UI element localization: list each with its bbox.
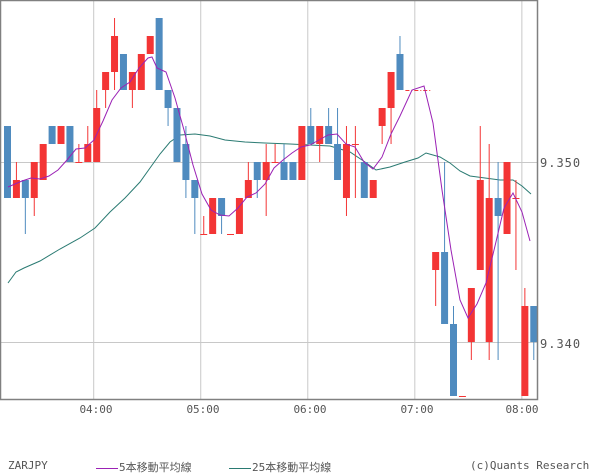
candle-body: [4, 126, 11, 198]
candle-body: [164, 90, 172, 108]
candle-body: [111, 36, 119, 72]
x-tick-0400: 04:00: [79, 403, 113, 416]
candle-body: [262, 162, 270, 180]
candle-body: [360, 162, 368, 198]
copyright-label: (c)Quants Research: [470, 459, 590, 472]
candle-body: [441, 252, 449, 324]
legend-ma5: 5本移動平均線: [96, 459, 192, 475]
candle-body: [530, 306, 538, 342]
candle-body: [450, 324, 457, 396]
candle-body: [39, 144, 47, 180]
candle-body: [289, 162, 297, 180]
candle-body: [396, 54, 404, 90]
candle-body: [173, 108, 181, 162]
candle-body: [298, 126, 306, 180]
legend-ma25: 25本移動平均線: [229, 459, 331, 475]
candle-body: [369, 180, 377, 198]
plot-border: [0, 0, 539, 401]
candle-body: [334, 144, 342, 180]
candle-body: [235, 198, 243, 234]
candle-body: [155, 18, 163, 90]
ma25-line: [7, 133, 532, 284]
candle-body: [191, 180, 199, 198]
candle-body: [84, 144, 92, 162]
candle-body: [137, 54, 145, 90]
candle-body: [378, 108, 386, 126]
candle-body: [387, 72, 395, 108]
candle-body: [244, 180, 252, 198]
candle-body: [21, 180, 29, 198]
candle-body: [432, 252, 440, 270]
ma25-swatch-icon: [229, 467, 251, 469]
ma5-swatch-icon: [96, 467, 118, 469]
candle-body: [253, 162, 261, 180]
x-tick-0700: 07:00: [400, 403, 434, 416]
y-tick-9350: 9.350: [540, 156, 582, 170]
candle-body: [102, 72, 110, 90]
x-tick-0800: 08:00: [505, 403, 539, 416]
candle-body: [342, 144, 350, 198]
candle-body: [316, 126, 324, 144]
candle-body: [182, 144, 190, 180]
candle-body: [30, 162, 38, 198]
candle-body: [494, 198, 502, 216]
x-tick-0600: 06:00: [293, 403, 327, 416]
candle-body: [218, 198, 226, 216]
ma5-line: [7, 56, 531, 320]
candle-body: [57, 126, 65, 144]
candle-body: [467, 288, 475, 342]
candle-body: [12, 180, 20, 198]
candle-body: [209, 198, 217, 234]
candle-body: [119, 54, 127, 90]
candle-body: [521, 306, 529, 396]
legend-ma25-label: 25本移動平均線: [252, 461, 332, 474]
y-tick-9340: 9.340: [540, 337, 582, 351]
candle-body: [476, 180, 484, 270]
candle-body: [503, 162, 511, 234]
x-tick-0500: 05:00: [186, 403, 220, 416]
candle-body: [307, 126, 315, 144]
legend-ma5-label: 5本移動平均線: [119, 461, 192, 474]
symbol-label: ZARJPY: [8, 459, 48, 472]
candle-body: [128, 72, 136, 90]
candle-body: [66, 126, 74, 162]
candle-body: [48, 126, 56, 144]
candle-body: [146, 36, 154, 54]
candle-body: [280, 162, 288, 180]
